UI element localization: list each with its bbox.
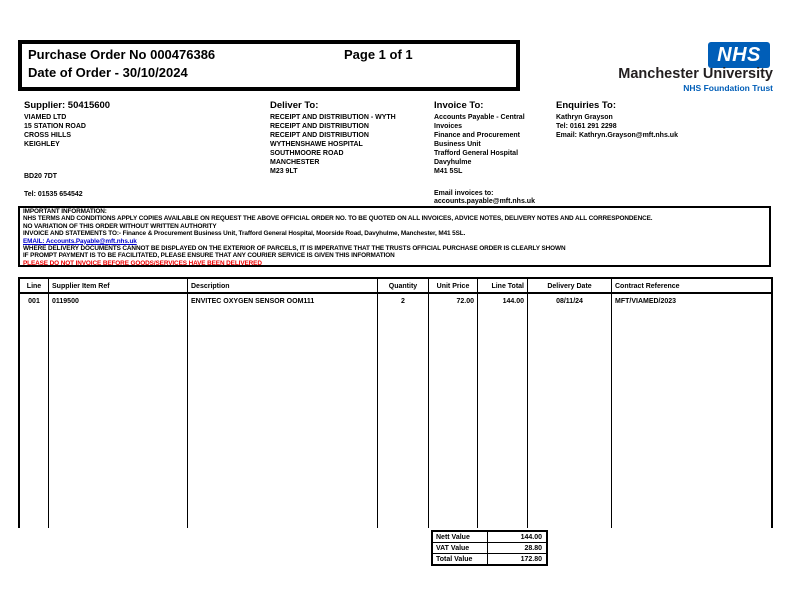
enquiries-telephone: Tel: 0161 291 2298 [556, 123, 617, 130]
invoice-to-line: Accounts Payable - Central [434, 114, 525, 121]
column-header-description: Description [188, 279, 378, 292]
vat-value-label: VAT Value [433, 543, 488, 553]
nett-value-row: Nett Value 144.00 [433, 532, 546, 543]
terms-line: IF PROMPT PAYMENT IS TO BE FACILITATED, … [23, 252, 395, 260]
vat-value-amount: 28.80 [524, 545, 542, 552]
supplier-postcode: BD20 7DT [24, 173, 58, 180]
supplier-address: VIAMED LTD 15 STATION ROAD CROSS HILLS K… [24, 113, 86, 149]
enquiries-email[interactable]: Email: Kathryn.Grayson@mft.nhs.uk [556, 132, 678, 139]
terms-line: NO VARIATION OF THIS ORDER WITHOUT WRITT… [23, 222, 217, 230]
item-supplier-ref: 0119500 [49, 294, 188, 528]
total-value-row: Total Value 172.80 [433, 554, 546, 564]
terms-line: INVOICE AND STATEMENTS TO:- Finance & Pr… [23, 230, 466, 238]
terms-warning-line: PLEASE DO NOT INVOICE BEFORE GOODS/SERVI… [23, 259, 262, 267]
total-value-label: Total Value [433, 554, 488, 564]
invoice-to-line: Business Unit [434, 141, 481, 148]
invoice-to-line: Davyhulme [434, 159, 472, 166]
deliver-to-line: RECEIPT AND DISTRIBUTION [270, 132, 369, 139]
order-items-table: Line Supplier Item Ref Description Quant… [18, 277, 773, 528]
deliver-to-line: M23 9LT [270, 168, 298, 175]
trust-subtitle: NHS Foundation Trust [683, 83, 773, 93]
column-header-delivery-date: Delivery Date [528, 279, 612, 292]
item-quantity: 2 [378, 294, 429, 528]
column-header-unit-price: Unit Price [429, 279, 478, 292]
deliver-to-line: RECEIPT AND DISTRIBUTION - WYTH [270, 114, 396, 121]
vat-value-row: VAT Value 28.80 [433, 543, 546, 554]
nhs-logo: NHS [708, 42, 770, 68]
enquiries-to-details: Kathryn Grayson Tel: 0161 291 2298 Email… [556, 113, 678, 140]
item-unit-price: 72.00 [429, 294, 478, 528]
terms-important-heading: IMPORTANT INFORMATION: [23, 208, 107, 215]
order-header-box: Purchase Order No 000476386 Page 1 of 1 … [18, 40, 520, 91]
totals-box: Nett Value 144.00 VAT Value 28.80 Total … [431, 530, 548, 566]
enquiries-to-label: Enquiries To: [556, 100, 616, 111]
terms-line: WHERE DELIVERY DOCUMENTS CANNOT BE DISPL… [23, 245, 566, 253]
email-invoices-address[interactable]: accounts.payable@mft.nhs.uk [434, 198, 535, 205]
trust-name: Manchester University [618, 66, 773, 82]
invoice-to-line: M41 5SL [434, 168, 463, 175]
column-header-supplier-item-ref: Supplier Item Ref [49, 279, 188, 292]
item-description: ENVITEC OXYGEN SENSOR OOM111 [188, 294, 378, 528]
supplier-telephone: Tel: 01535 654542 [24, 191, 83, 198]
invoice-to-address: Accounts Payable - Central Invoices Fina… [434, 113, 525, 176]
total-value-amount: 172.80 [520, 556, 542, 563]
invoice-to-line: Finance and Procurement [434, 132, 520, 139]
deliver-to-line: WYTHENSHAWE HOSPITAL [270, 141, 363, 148]
supplier-address-line: CROSS HILLS [24, 132, 72, 139]
item-delivery-date: 08/11/24 [528, 294, 612, 528]
table-header-row: Line Supplier Item Ref Description Quant… [20, 279, 771, 294]
supplier-label: Supplier: 50415600 [24, 100, 111, 111]
nett-value-label: Nett Value [433, 532, 488, 542]
item-line-number: 001 [20, 294, 49, 528]
item-contract-reference: MFT/VIAMED/2023 [615, 298, 677, 305]
invoice-to-label: Invoice To: [434, 100, 484, 111]
item-line-total: 144.00 [478, 294, 528, 528]
terms-email-link[interactable]: EMAIL: Accounts.Payable@mft.nhs.uk [23, 237, 137, 245]
column-header-line-total: Line Total [478, 279, 528, 292]
deliver-to-address: RECEIPT AND DISTRIBUTION - WYTH RECEIPT … [270, 113, 396, 176]
supplier-address-line: VIAMED LTD [24, 114, 67, 121]
deliver-to-label: Deliver To: [270, 100, 319, 111]
deliver-to-line: RECEIPT AND DISTRIBUTION [270, 123, 369, 130]
column-header-contract-reference: Contract Reference [615, 283, 680, 290]
nett-value-amount: 144.00 [520, 534, 542, 541]
invoice-to-line: Trafford General Hospital [434, 150, 519, 157]
table-row: 001 0119500 ENVITEC OXYGEN SENSOR OOM111… [20, 294, 771, 528]
deliver-to-line: MANCHESTER [270, 159, 320, 166]
invoice-to-line: Invoices [434, 123, 463, 130]
enquiries-contact-name: Kathryn Grayson [556, 114, 613, 121]
page-indicator: Page 1 of 1 [344, 47, 413, 62]
terms-line: NHS TERMS AND CONDITIONS APPLY COPIES AV… [23, 215, 653, 223]
purchase-order-number: Purchase Order No 000476386 [28, 47, 216, 62]
order-date: Date of Order - 30/10/2024 [28, 65, 188, 80]
supplier-address-line: KEIGHLEY [24, 141, 60, 148]
supplier-address-line: 15 STATION ROAD [24, 123, 86, 130]
column-header-quantity: Quantity [378, 279, 429, 292]
column-header-line: Line [20, 279, 49, 292]
terms-and-conditions-box: IMPORTANT INFORMATION: NHS TERMS AND CON… [18, 206, 771, 267]
email-invoices-label: Email invoices to: [434, 190, 494, 197]
deliver-to-line: SOUTHMOORE ROAD [270, 150, 344, 157]
